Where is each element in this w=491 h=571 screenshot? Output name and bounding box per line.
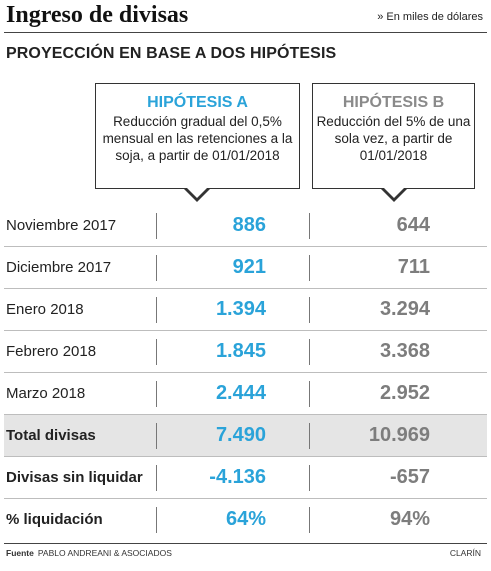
column-divider [156, 381, 157, 407]
column-divider [156, 423, 157, 449]
row-label: % liquidación [6, 511, 103, 528]
hypothesis-b-pointer-fill [382, 186, 406, 198]
column-divider [309, 507, 310, 533]
row-label: Divisas sin liquidar [6, 469, 143, 486]
publisher-brand: CLARÍN [449, 548, 481, 558]
value-hypothesis-b: 2.952 [379, 382, 430, 404]
value-hypothesis-b: 10.969 [368, 424, 430, 446]
value-hypothesis-a: 921 [232, 256, 266, 278]
source-name: PABLO ANDREANI & ASOCIADOS [37, 548, 172, 558]
column-divider [156, 255, 157, 281]
column-divider [309, 297, 310, 323]
value-hypothesis-a: 2.444 [215, 382, 266, 404]
column-divider [309, 423, 310, 449]
table-row: Diciembre 2017 921 711 [4, 247, 487, 289]
column-divider [156, 507, 157, 533]
total-row: Total divisas 7.490 10.969 [4, 415, 487, 457]
value-hypothesis-a: 1.394 [215, 298, 266, 320]
table-row: Enero 2018 1.394 3.294 [4, 289, 487, 331]
value-hypothesis-b: 644 [396, 214, 430, 236]
hypothesis-b-title: HIPÓTESIS B [342, 94, 445, 111]
value-hypothesis-a: -4.136 [209, 466, 266, 488]
row-label: Noviembre 2017 [6, 217, 117, 234]
value-hypothesis-b: 3.294 [379, 298, 430, 320]
value-hypothesis-a: 7.490 [215, 424, 266, 446]
source-credit: Fuente PABLO ANDREANI & ASOCIADOS [6, 548, 172, 558]
value-hypothesis-b: 94% [389, 508, 430, 530]
hypothesis-a-description: Reducción gradual del 0,5% mensual en la… [102, 114, 293, 163]
column-divider [156, 297, 157, 323]
units-note: » En miles de dólares [377, 11, 483, 23]
hypothesis-a-box: HIPÓTESIS A Reducción gradual del 0,5% m… [95, 83, 300, 189]
row-label: Marzo 2018 [6, 385, 86, 402]
column-divider [156, 213, 157, 239]
column-divider [309, 213, 310, 239]
source-label: Fuente [6, 548, 34, 558]
table-row: Noviembre 2017 886 644 [4, 205, 487, 247]
row-label: Enero 2018 [6, 301, 84, 318]
bottom-divider [4, 543, 487, 544]
column-divider [309, 381, 310, 407]
row-label: Diciembre 2017 [6, 259, 112, 276]
page-title: Ingreso de divisas [6, 2, 189, 28]
table-row: Marzo 2018 2.444 2.952 [4, 373, 487, 415]
value-hypothesis-a: 1.845 [215, 340, 266, 362]
column-divider [156, 465, 157, 491]
column-divider [309, 339, 310, 365]
table-row: Divisas sin liquidar -4.136 -657 [4, 457, 487, 499]
row-label: Total divisas [6, 427, 96, 444]
value-hypothesis-b: -657 [389, 466, 430, 488]
hypothesis-b-description: Reducción del 5% de una sola vez, a part… [316, 114, 471, 163]
column-divider [309, 255, 310, 281]
hypothesis-a-title: HIPÓTESIS A [147, 94, 248, 111]
table-row: Febrero 2018 1.845 3.368 [4, 331, 487, 373]
value-hypothesis-a: 64% [225, 508, 266, 530]
chart-subtitle: PROYECCIÓN EN BASE A DOS HIPÓTESIS [6, 45, 337, 62]
value-hypothesis-b: 711 [397, 256, 430, 278]
column-divider [309, 465, 310, 491]
hypothesis-a-pointer-fill [185, 186, 209, 198]
table-row: % liquidación 64% 94% [4, 499, 487, 541]
top-divider [4, 32, 487, 33]
value-hypothesis-a: 886 [232, 214, 266, 236]
row-label: Febrero 2018 [6, 343, 97, 360]
column-divider [156, 339, 157, 365]
value-hypothesis-b: 3.368 [379, 340, 430, 362]
hypothesis-b-box: HIPÓTESIS B Reducción del 5% de una sola… [312, 83, 475, 189]
